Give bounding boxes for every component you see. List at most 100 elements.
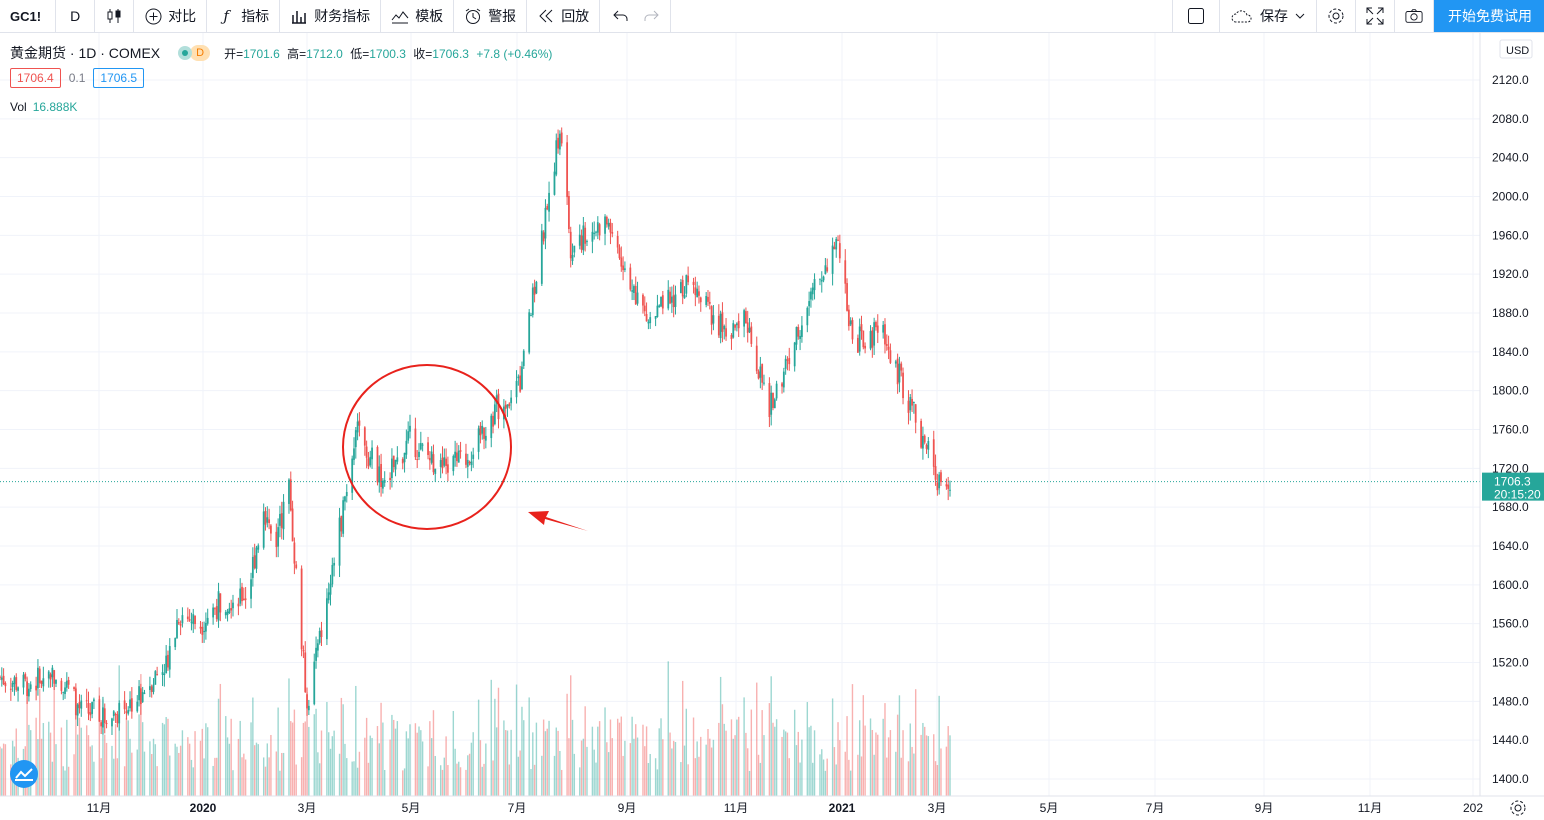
volume-bar — [505, 730, 507, 796]
volume-bar — [553, 755, 556, 796]
price-chart[interactable]: 2120.0 2080.0 2040.0 2000.0 1960.0 1920.0 1880… — [0, 33, 1544, 820]
replay-button[interactable]: 回放 — [527, 0, 601, 32]
candle-body — [768, 383, 771, 417]
candle-body — [114, 713, 117, 715]
volume-bar — [743, 697, 745, 796]
financials-label: 财务指标 — [314, 8, 371, 24]
price-tick-label: 1960.0 — [1492, 228, 1529, 242]
price-tick-label: 1520.0 — [1492, 656, 1529, 670]
candle-body — [24, 673, 27, 679]
volume-bar — [718, 722, 720, 796]
candle-body — [643, 305, 646, 312]
candle-body — [793, 342, 796, 367]
candle-body — [15, 677, 18, 690]
candle-body — [833, 246, 836, 250]
indicators-button[interactable]: ƒ 指标 — [207, 0, 281, 32]
candle-body — [403, 452, 406, 463]
annotation-circle — [342, 364, 512, 530]
volume-bar — [519, 750, 521, 796]
volume-bar — [734, 735, 736, 796]
candle-body — [622, 265, 624, 271]
candle-body — [649, 317, 652, 324]
volume-bar — [636, 737, 639, 796]
save-button[interactable]: 保存 — [1220, 0, 1317, 32]
volume-bar — [584, 706, 586, 796]
candle-body — [152, 684, 155, 692]
volume-bar — [179, 745, 182, 796]
candle-body — [811, 287, 814, 295]
volume-bar — [849, 770, 852, 796]
volume-bar — [199, 740, 202, 796]
candle-body — [179, 624, 182, 626]
volume-bar — [468, 753, 471, 796]
price-tick-label: 1840.0 — [1492, 345, 1529, 359]
volume-bar — [833, 747, 836, 796]
candle-body — [528, 312, 531, 353]
redo-button[interactable] — [638, 0, 672, 32]
candle-body — [29, 684, 32, 690]
alerts-button[interactable]: 警报 — [454, 0, 528, 32]
candle-body — [89, 712, 92, 716]
volume-bar — [252, 697, 254, 796]
candle-body — [306, 694, 308, 709]
financials-button[interactable]: 财务指标 — [280, 0, 382, 32]
candle-body — [129, 699, 131, 709]
candle-body — [441, 457, 444, 469]
interval-button[interactable]: D — [56, 0, 96, 32]
candle-body — [710, 306, 713, 325]
volume-bar — [152, 738, 155, 796]
volume-bar — [541, 755, 543, 796]
compare-button[interactable]: 对比 — [134, 0, 208, 32]
ask-price[interactable]: 1706.5 — [93, 68, 145, 88]
volume-bar — [421, 741, 424, 796]
volume-bar — [629, 743, 632, 796]
candle-body — [813, 279, 816, 291]
candle-body — [479, 425, 482, 436]
volume-bar — [49, 732, 52, 796]
settings-button[interactable] — [1317, 0, 1356, 32]
candle-body — [98, 699, 101, 722]
time-tick-label: 2021 — [829, 801, 856, 815]
volume-bar — [732, 738, 734, 796]
volume-bar — [674, 742, 677, 796]
volume-bar — [889, 730, 892, 796]
volume-bar — [481, 766, 483, 796]
free-trial-button[interactable]: 开始免费试用 — [1434, 0, 1544, 32]
bid-price[interactable]: 1706.4 — [10, 68, 61, 88]
fullscreen-button[interactable] — [1356, 0, 1395, 32]
volume-bar — [409, 724, 411, 796]
candle-body — [477, 428, 480, 452]
square-icon — [1187, 7, 1205, 25]
layout-button[interactable] — [1172, 0, 1220, 32]
candle-body — [555, 140, 558, 175]
symbol-search-button[interactable]: GC1! — [0, 0, 57, 32]
volume-bar — [129, 738, 131, 796]
volume-bar — [644, 746, 646, 796]
undo-icon — [612, 7, 630, 25]
templates-button[interactable]: 模板 — [381, 0, 455, 32]
candle-body — [4, 683, 7, 687]
candle-body — [74, 688, 77, 716]
volume-bar — [282, 752, 285, 796]
candle-body — [936, 482, 939, 491]
candle-body — [239, 588, 242, 604]
candle-body — [165, 655, 168, 674]
axis-settings-gear-icon[interactable] — [1510, 800, 1526, 816]
volume-bar — [187, 737, 189, 796]
volume-bar — [118, 665, 120, 796]
volume-bar — [454, 748, 456, 796]
candle-body — [864, 345, 867, 349]
candle-body — [428, 457, 431, 461]
volume-bar — [174, 743, 176, 796]
candle-body — [421, 444, 424, 446]
candle-body — [302, 650, 305, 652]
candle-body — [141, 692, 144, 702]
tradingview-logo-icon[interactable] — [10, 760, 38, 788]
chart-type-button[interactable] — [95, 0, 135, 32]
volume-bar — [328, 732, 330, 796]
candle-body — [535, 281, 538, 294]
volume-bar — [1, 748, 3, 796]
candle-body — [920, 420, 923, 448]
snapshot-button[interactable] — [1395, 0, 1434, 32]
undo-button[interactable] — [600, 0, 638, 32]
